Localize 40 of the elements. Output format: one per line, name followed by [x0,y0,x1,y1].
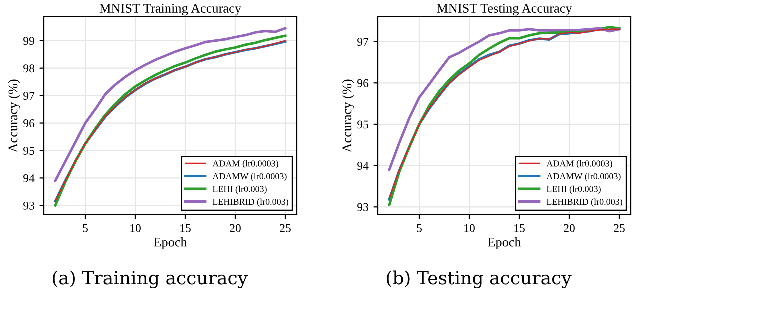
y-tick-label: 95 [24,147,35,155]
legend-label: LEHIBRID (lr0.003) [212,198,288,207]
y-tick-label: 95 [358,120,369,129]
y-tick-label: 96 [358,79,369,88]
x-tick-label: 15 [180,224,191,232]
chart-title: MNIST Training Accuracy [100,4,242,16]
x-tick-label: 10 [130,224,141,232]
text: (a) Training accuracy [53,270,248,289]
x-tick-label: 5 [417,224,422,232]
legend-label: ADAMW (lr0.0003) [546,173,621,182]
y-tick-label: 99 [24,37,34,46]
line-series [388,27,621,172]
x-tick-label: 5 [83,224,88,232]
x-tick-label: 10 [464,224,475,232]
legend-label: ADAMW (lr0.0003) [212,173,287,182]
y-tick-label: 94 [358,162,369,170]
x-axis-title: Epoch [154,238,188,250]
legend-label: ADAM (lr0.0003) [212,160,278,169]
line-series [54,27,287,182]
x-tick-label: 20 [564,224,575,232]
y-tick-label: 98 [24,64,35,73]
y-tick-label: 96 [24,120,35,128]
y-tick-label: 93 [24,202,35,210]
x-tick-label: 25 [280,224,291,232]
y-axis-title: Accuracy (%) [342,80,354,153]
legend-label: LEHI (lr0.003) [546,186,601,194]
x-tick-label: 25 [614,224,625,232]
legend-label: LEHI (lr0.003) [212,186,267,194]
legend-label: LEHIBRID (lr0.003) [546,198,622,207]
x-axis-title: Epoch [488,238,522,250]
chart-title: MNIST Testing Accuracy [437,4,572,16]
legend-label: ADAM (lr0.0003) [546,160,612,169]
x-tick-label: 20 [230,224,241,232]
text: (b) Testing accuracy [387,270,572,289]
y-axis-title: Accuracy (%) [8,80,20,153]
y-tick-label: 97 [358,38,369,46]
y-tick-label: 93 [358,203,369,212]
y-tick-label: 94 [24,174,35,182]
x-tick-label: 15 [514,224,525,232]
y-tick-label: 97 [24,92,35,100]
